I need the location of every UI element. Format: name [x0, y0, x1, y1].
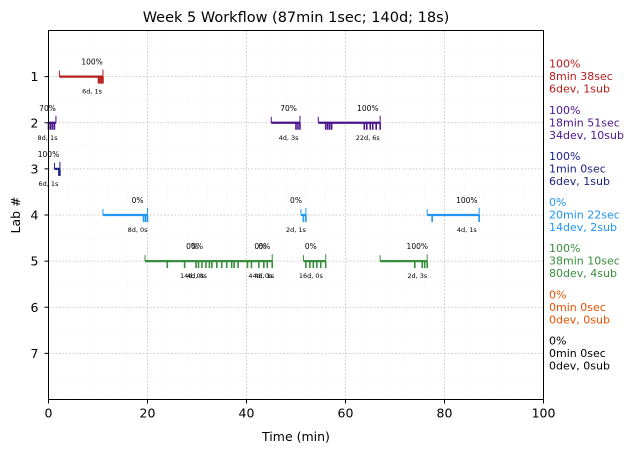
annotation-detail: 16d, 0s — [299, 272, 324, 280]
chart-title: Week 5 Workflow (87min 1sec; 140d; 18s) — [143, 10, 450, 26]
lane-summary-line: 100% — [549, 242, 580, 255]
x-tick-label: 0 — [45, 406, 53, 421]
lane-summary-line: 18min 51sec — [549, 116, 620, 129]
lane-summary-line: 0dev, 0sub — [549, 359, 610, 372]
lane-summary-line: 1min 0sec — [549, 162, 606, 175]
annotation-detail: 4d, 1s — [457, 226, 478, 234]
lane-summary-line: 100% — [549, 150, 580, 163]
x-tick-label: 60 — [338, 406, 354, 421]
annotation-detail: 2d, 3s — [407, 272, 428, 280]
annotation-percent: 100% — [407, 242, 428, 251]
y-tick-label: 2 — [31, 115, 39, 130]
y-tick-label: 3 — [31, 161, 39, 176]
annotation-percent: 100% — [456, 196, 477, 205]
lane-summary-line: 38min 10sec — [549, 255, 620, 268]
lane-summary-line: 0% — [549, 196, 566, 209]
lane-summary-line: 14dev, 2sub — [549, 221, 617, 234]
annotation-percent: 100% — [81, 58, 102, 67]
lane-summary-line: 0% — [549, 288, 566, 301]
lane-summary-line: 0% — [549, 334, 566, 347]
lane-summary-line: 0dev, 0sub — [549, 313, 610, 326]
y-axis: 1 2 3 4 5 6 7 — [31, 69, 49, 361]
y-tick-label: 1 — [31, 69, 39, 84]
lane-summary-line: 100% — [549, 104, 580, 117]
annotation-detail: 8d, 0s — [128, 226, 149, 234]
y-tick-label: 4 — [31, 208, 39, 223]
x-tick-label: 100 — [532, 406, 556, 421]
x-tick-label: 80 — [437, 406, 453, 421]
lane-summary-line: 0min 0sec — [549, 347, 606, 360]
y-tick-label: 5 — [31, 254, 39, 269]
annotation-percent: 100% — [357, 104, 378, 113]
annotation-percent: 0% — [254, 242, 266, 251]
annotation-percent: 70% — [280, 104, 297, 113]
lane-summary-line: 80dev, 4sub — [549, 267, 617, 280]
annotation-percent: 0% — [186, 242, 198, 251]
annotation-percent: 0% — [258, 242, 270, 251]
y-tick-label: 7 — [31, 346, 39, 361]
lane-summary-line: 34dev, 10sub — [549, 129, 624, 142]
lane-summary-line: 6dev, 1sub — [549, 175, 610, 188]
annotation-detail: 4d, 0s — [187, 272, 208, 280]
annotation-detail: 14d, 0s — [180, 272, 205, 280]
annotation-detail: 4d, 1s — [254, 272, 275, 280]
annotation-percent: 0% — [290, 196, 302, 205]
annotation-percent: 0% — [132, 196, 144, 205]
annotation-percent: 0% — [191, 242, 203, 251]
lane-summary-line: 8min 38sec — [549, 70, 613, 83]
annotation-detail: 8d, 1s — [38, 134, 59, 142]
y-tick-label: 6 — [31, 300, 39, 315]
x-tick-label: 20 — [140, 406, 156, 421]
x-axis: 0 20 40 60 80 100 — [45, 399, 556, 421]
y-axis-label: Lab # — [8, 196, 23, 233]
annotation-percent: 70% — [39, 104, 56, 113]
lane-summary-line: 20min 22sec — [549, 209, 620, 222]
annotation-percent: 0% — [305, 242, 317, 251]
x-axis-label: Time (min) — [261, 429, 330, 444]
annotation-detail: 2d, 1s — [286, 226, 307, 234]
annotation-detail: 6d, 1s — [82, 88, 103, 96]
lane-summary-line: 100% — [549, 58, 580, 71]
lane-summary-line: 6dev, 1sub — [549, 83, 610, 96]
x-tick-label: 40 — [239, 406, 255, 421]
annotation-detail: 4d, 3s — [279, 134, 300, 142]
lane-summary-line: 0min 0sec — [549, 301, 606, 314]
annotation-detail: 22d, 6s — [356, 134, 381, 142]
annotation-detail: 44d, 0s — [248, 272, 273, 280]
